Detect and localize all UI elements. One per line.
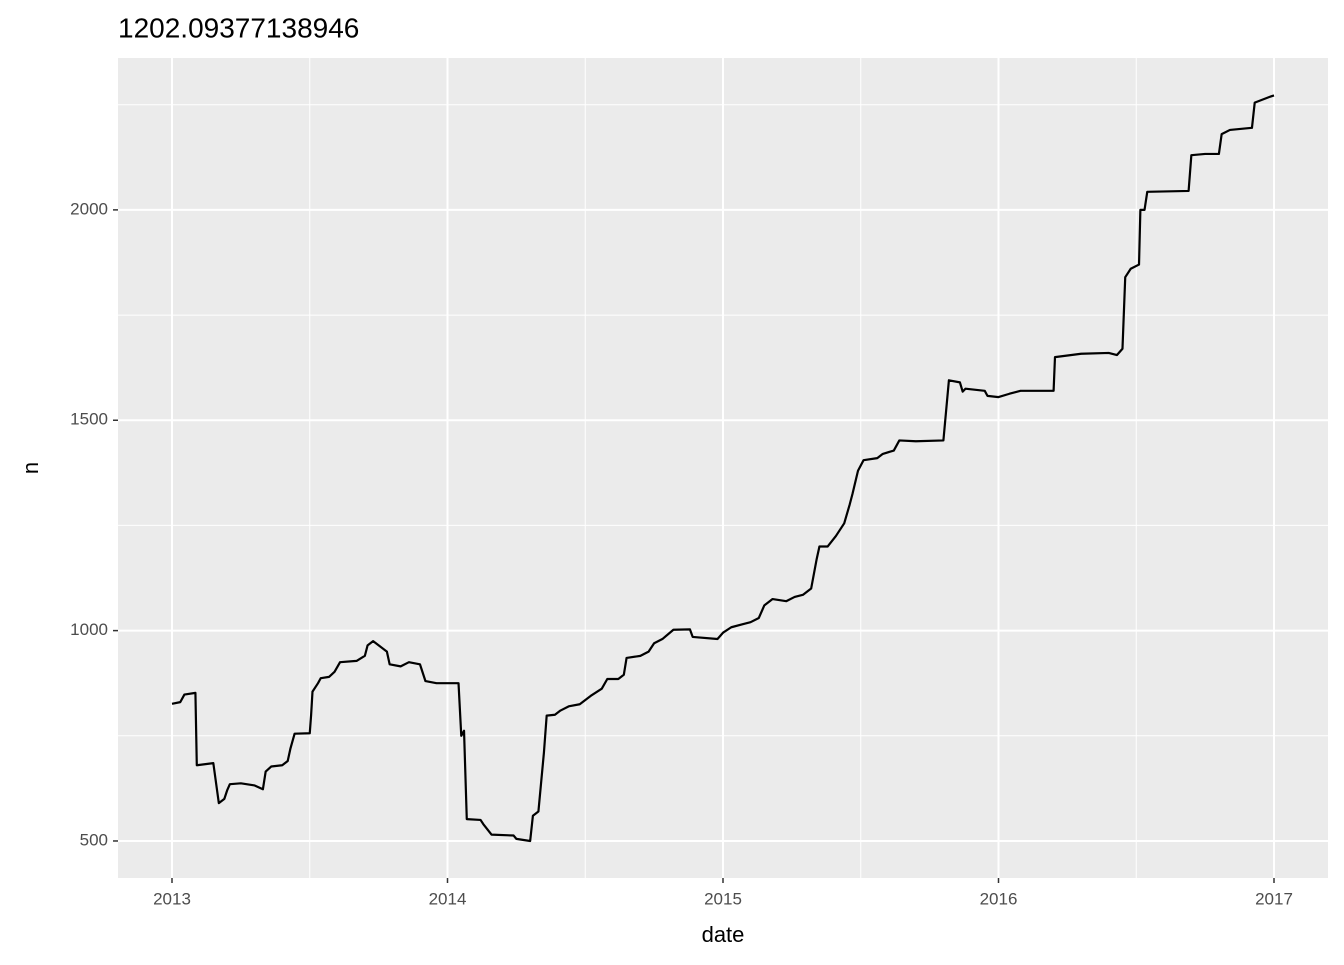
- x-tick-label: 2015: [704, 889, 742, 908]
- x-tick-label: 2014: [429, 889, 467, 908]
- y-tick-label: 2000: [70, 199, 108, 218]
- x-tick-label: 2013: [153, 889, 191, 908]
- y-tick-label: 500: [80, 830, 108, 849]
- data-line: [171, 94, 1275, 843]
- y-tick-label: 1500: [70, 410, 108, 429]
- x-tick-label: 2016: [980, 889, 1018, 908]
- y-axis-label: n: [18, 462, 43, 474]
- y-tick-label: 1000: [70, 620, 108, 639]
- x-axis-label: date: [702, 922, 745, 947]
- chart-title: 1202.09377138946: [118, 12, 359, 43]
- x-tick-label: 2017: [1255, 889, 1293, 908]
